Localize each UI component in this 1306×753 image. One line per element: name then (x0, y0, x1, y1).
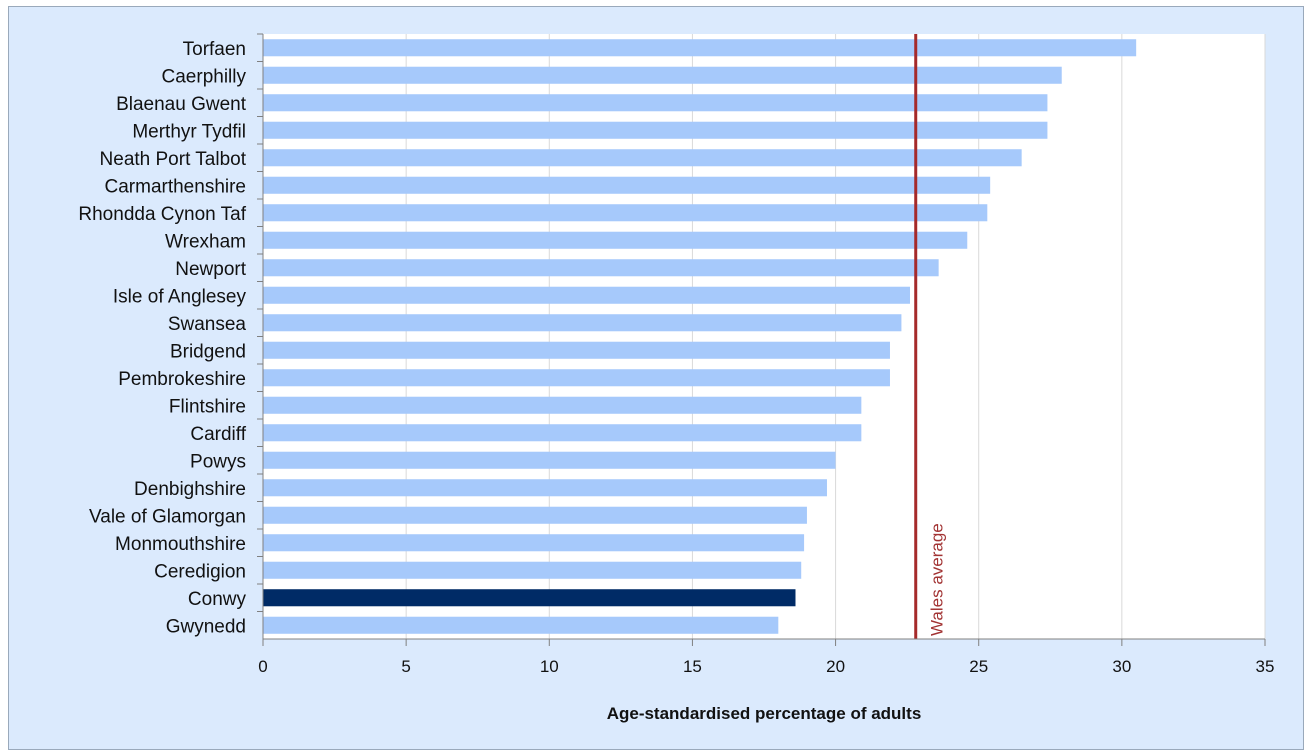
x-tick-label-25: 25 (969, 657, 988, 676)
category-label-vale-of-glamorgan: Vale of Glamorgan (89, 506, 246, 527)
x-tick-label-20: 20 (826, 657, 845, 676)
bar-conwy (263, 589, 796, 607)
bar-caerphilly (263, 66, 1062, 84)
x-tick-label-15: 15 (683, 657, 702, 676)
category-label-caerphilly: Caerphilly (162, 66, 247, 87)
x-tick-labels: 0 5 10 15 20 25 30 35 (258, 657, 1274, 676)
x-tick-label-10: 10 (540, 657, 559, 676)
bar-swansea (263, 314, 902, 332)
bar-powys (263, 451, 836, 469)
x-axis-title: Age-standardised percentage of adults (607, 704, 922, 723)
category-label-conwy: Conwy (188, 589, 247, 610)
bar-neath-port-talbot (263, 149, 1022, 167)
bar-monmouthshire (263, 534, 805, 552)
bar-carmarthenshire (263, 176, 991, 194)
bar-bridgend (263, 341, 890, 359)
bar-vale-of-glamorgan (263, 506, 807, 524)
category-label-isle-of-anglesey: Isle of Anglesey (113, 286, 247, 307)
x-tick-label-5: 5 (401, 657, 410, 676)
category-label-carmarthenshire: Carmarthenshire (105, 176, 247, 197)
bar-newport (263, 259, 939, 277)
bar-merthyr-tydfil (263, 121, 1048, 139)
category-label-monmouthshire: Monmouthshire (115, 534, 246, 555)
bar-blaenau-gwent (263, 94, 1048, 112)
category-label-wrexham: Wrexham (165, 231, 246, 252)
chart-frame: Wales average Torfaen Caerphilly Blaenau G… (8, 6, 1304, 750)
category-label-newport: Newport (175, 259, 246, 280)
category-labels: Torfaen Caerphilly Blaenau Gwent Merthyr Ty… (78, 39, 246, 638)
bar-rhondda-cynon-taf (263, 204, 988, 222)
category-label-cardiff: Cardiff (190, 424, 246, 445)
bar-torfaen (263, 39, 1137, 57)
category-label-rhondda-cynon-taf: Rhondda Cynon Taf (78, 204, 246, 225)
category-label-swansea: Swansea (168, 314, 247, 335)
bar-gwynedd (263, 616, 779, 634)
bar-cardiff (263, 424, 862, 442)
bar-ceredigion (263, 561, 802, 579)
category-label-gwynedd: Gwynedd (166, 616, 246, 637)
category-label-bridgend: Bridgend (170, 341, 246, 362)
bar-denbighshire (263, 479, 827, 497)
category-label-neath-port-talbot: Neath Port Talbot (100, 149, 247, 170)
x-tick-label-30: 30 (1112, 657, 1131, 676)
category-label-denbighshire: Denbighshire (134, 479, 246, 500)
x-tick-label-0: 0 (258, 657, 267, 676)
category-label-blaenau-gwent: Blaenau Gwent (116, 94, 247, 115)
category-label-flintshire: Flintshire (169, 396, 246, 417)
category-label-torfaen: Torfaen (183, 39, 246, 60)
x-tick-label-35: 35 (1256, 657, 1275, 676)
bar-flintshire (263, 396, 862, 414)
category-label-pembrokeshire: Pembrokeshire (118, 369, 246, 390)
bar-isle-of-anglesey (263, 286, 911, 304)
bar-chart: Wales average Torfaen Caerphilly Blaenau G… (78, 33, 1274, 723)
reference-line-group: Wales average (914, 34, 947, 639)
bars (263, 39, 1137, 634)
axes (257, 33, 1266, 646)
wales-average-label: Wales average (928, 523, 947, 636)
category-label-ceredigion: Ceredigion (154, 561, 246, 582)
bar-pembrokeshire (263, 369, 890, 387)
bar-wrexham (263, 231, 968, 249)
category-label-powys: Powys (190, 451, 246, 472)
category-label-merthyr-tydfil: Merthyr Tydfil (132, 121, 246, 142)
